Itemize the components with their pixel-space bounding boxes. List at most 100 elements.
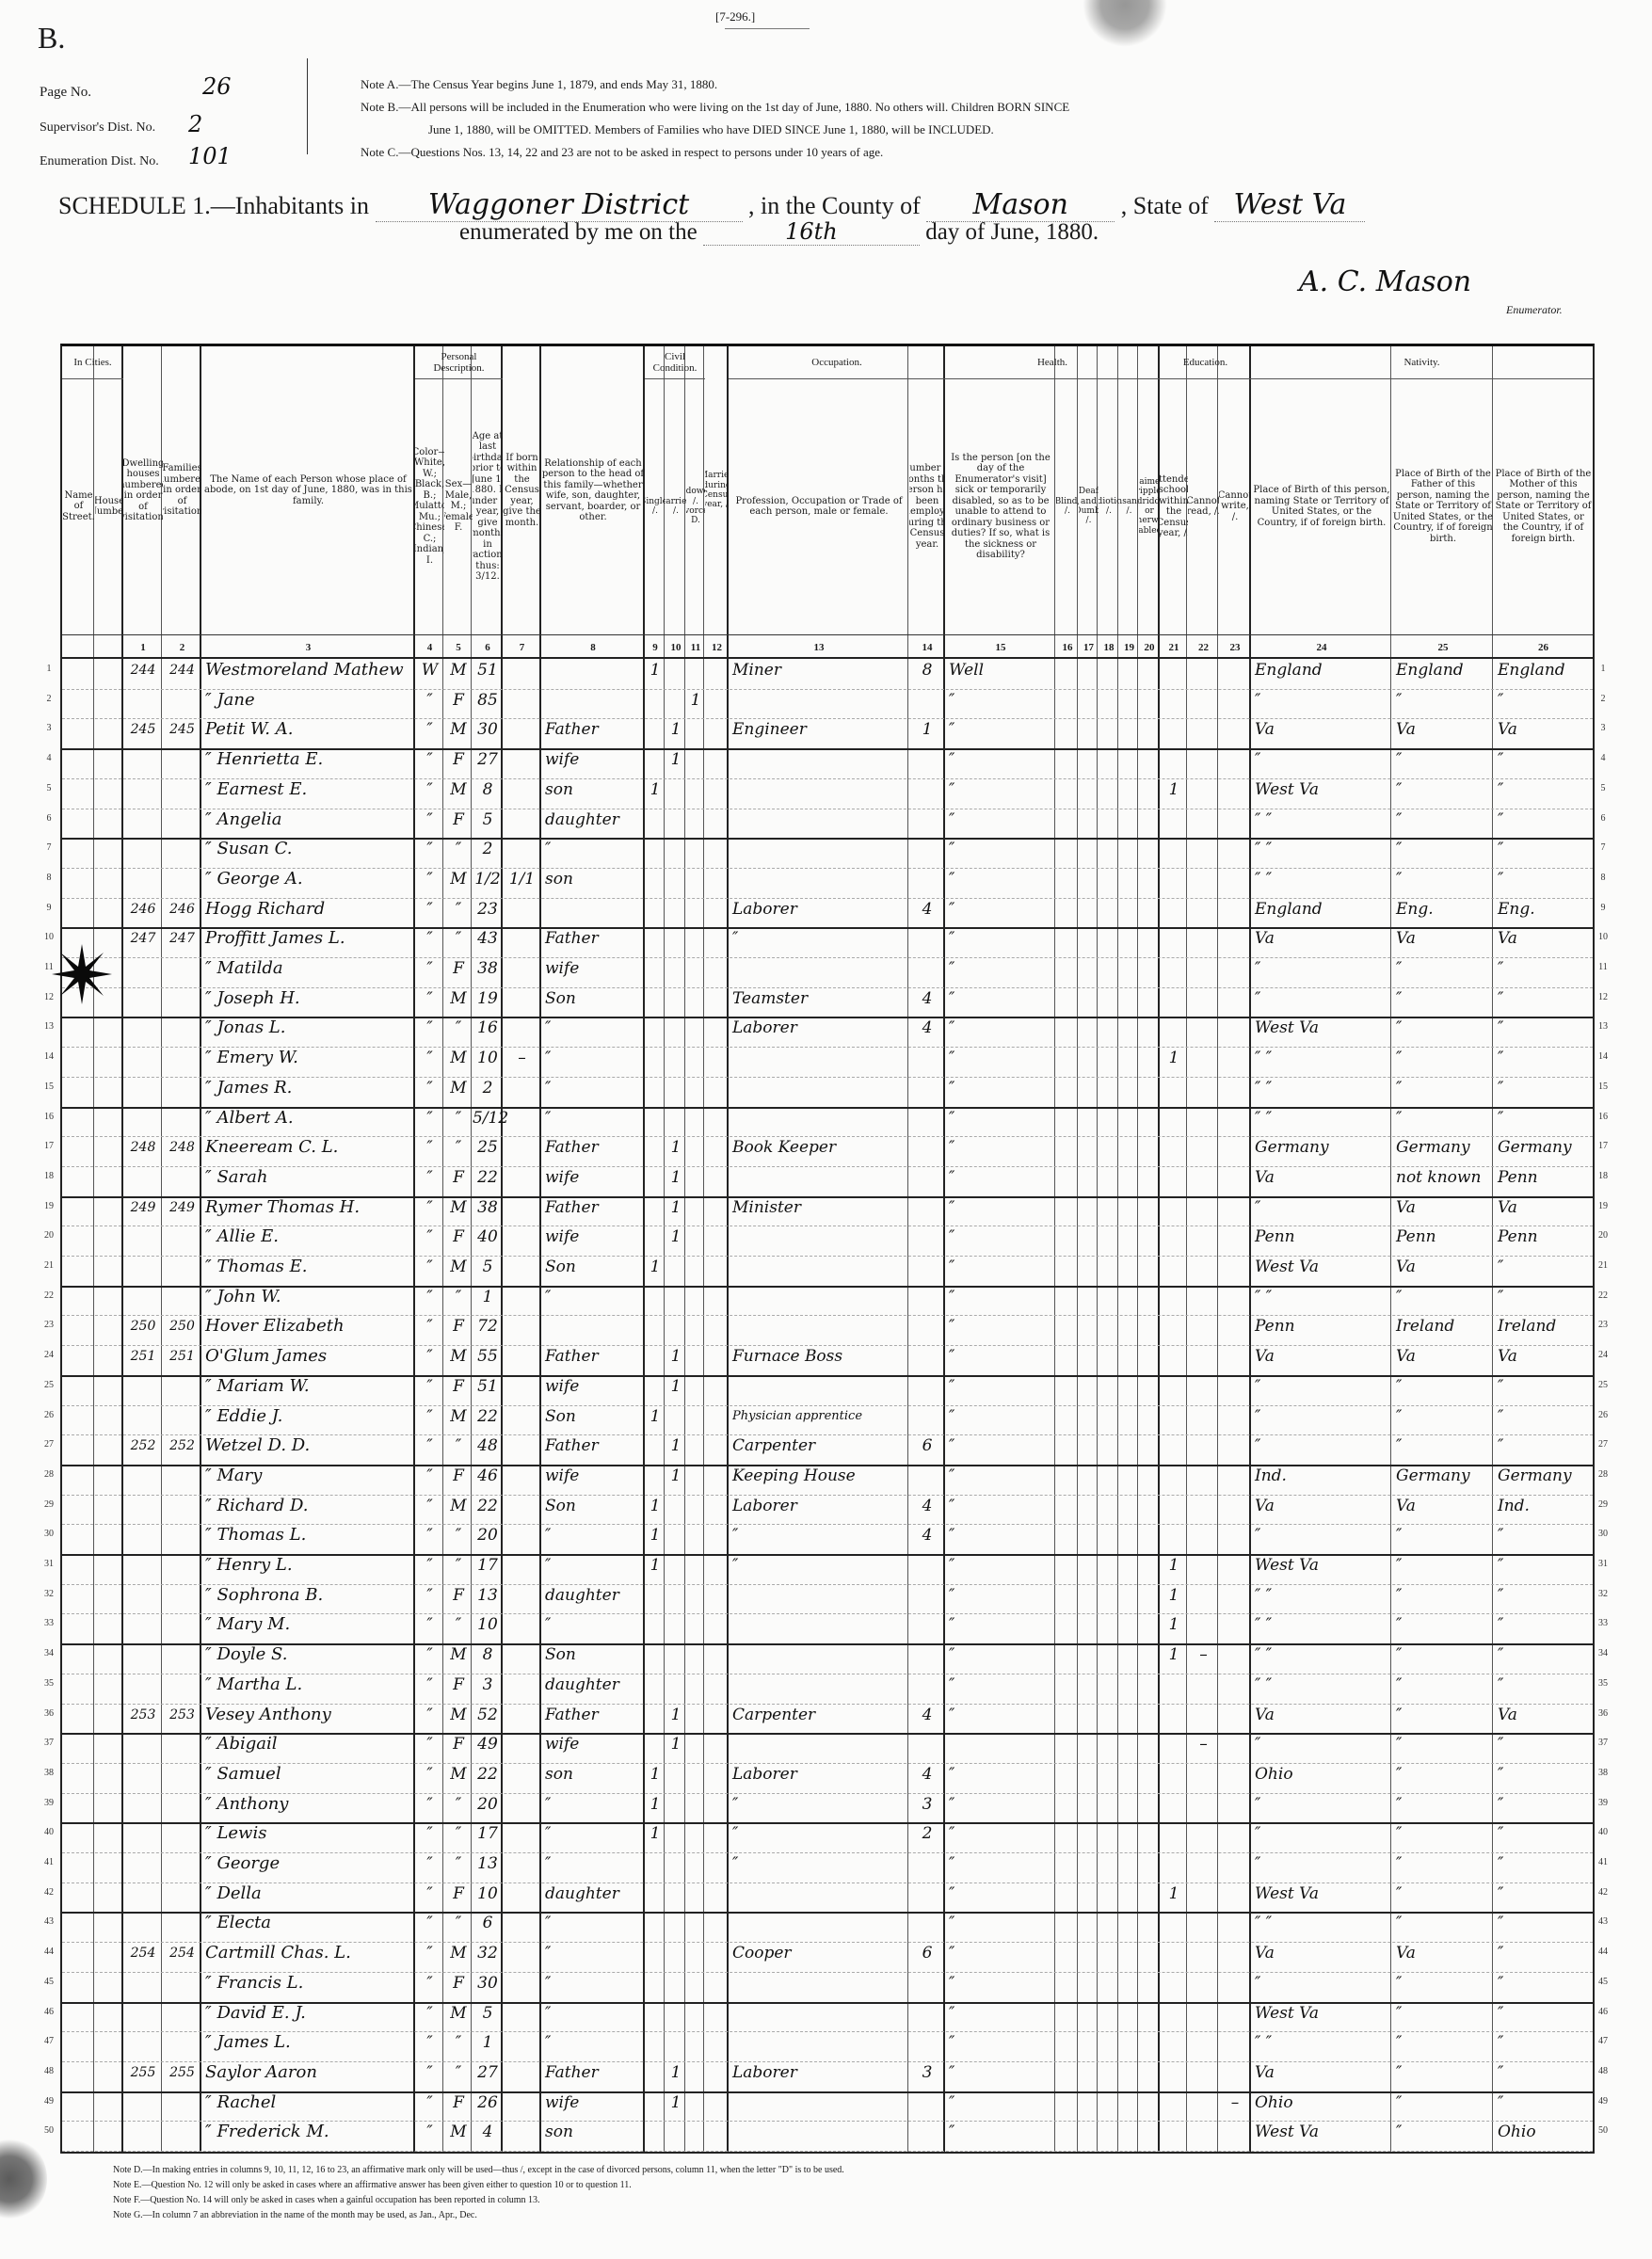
line-number: 48: [1598, 2065, 1608, 2076]
cell-mb: Eng.: [1498, 899, 1535, 919]
cell-fb: ″: [1396, 1735, 1403, 1754]
column-divider: [643, 346, 645, 2152]
cell-r: daughter: [545, 1883, 619, 1903]
cell-f: 248: [169, 1140, 195, 1156]
line-number: 45: [44, 1976, 54, 1987]
cell-a: 4: [482, 2123, 493, 2142]
line-number: 40: [44, 1827, 54, 1838]
cell-s: M: [450, 1705, 467, 1724]
cell-c: ″: [426, 1406, 433, 1426]
cell-fb: England: [1396, 661, 1464, 680]
cell-mb: ″: [1498, 1436, 1504, 1456]
cell-fb: ″: [1396, 1526, 1403, 1546]
table-row: ″ Francis L. ″ F 30 ″ ″ ″ ″ ″: [62, 1972, 1593, 2002]
cell-c: ″: [426, 840, 433, 859]
cell-s: ″: [455, 1914, 462, 1933]
enumeration-dist-value: 101: [188, 143, 232, 169]
cell-mb: Germany: [1498, 1138, 1572, 1158]
column-header: Insane, /.: [1119, 378, 1139, 634]
cell-a: 1: [482, 2033, 493, 2053]
cell-n: ″ Henrietta E.: [205, 749, 324, 770]
column-header-label: Number of months this person has been un…: [909, 463, 945, 550]
cell-n: ″ George A.: [205, 868, 303, 889]
cell-oc: Teamster: [732, 988, 809, 1008]
cell-a: 8: [482, 1645, 493, 1665]
cell-h: ″: [949, 809, 955, 829]
line-number: 21: [1598, 1260, 1608, 1271]
cell-mb: ″: [1498, 988, 1504, 1008]
line-number: 5: [46, 782, 52, 793]
table-row: ″ Thomas L. ″ ″ 20 ″ 1 ″ 4 ″ ″ ″ ″: [62, 1524, 1593, 1554]
cell-n: ″ Eddie J.: [205, 1405, 283, 1426]
cell-s: ″: [455, 1794, 462, 1814]
cell-s: ″: [455, 1526, 462, 1546]
cell-n: ″ James R.: [205, 1077, 293, 1097]
cell-r: Father: [545, 2062, 599, 2082]
cell-mb: ″: [1498, 1556, 1504, 1575]
cell-cw: –: [1230, 2092, 1240, 2112]
line-number: 19: [44, 1200, 54, 1211]
table-row: ″ Mary ″ F 46 wife 1 Keeping House ″ Ind. Germany…: [62, 1465, 1593, 1495]
cell-a: 8: [482, 779, 493, 799]
column-header: Age at last birthday prior to June 1, 18…: [473, 378, 503, 634]
cell-d: 252: [130, 1438, 156, 1454]
line-number: 12: [44, 991, 54, 1002]
cell-s: ″: [455, 1287, 462, 1306]
table-row: 248 248 Kneeream C. L. ″ ″ 25 Father 1 Book Keep…: [62, 1136, 1593, 1166]
column-header: Place of Birth of this person, naming St…: [1251, 378, 1392, 634]
line-number: 25: [44, 1379, 54, 1390]
row-divider: [62, 2060, 1593, 2062]
column-divider: [943, 346, 945, 2152]
cell-n: ″ Frederick M.: [205, 2122, 329, 2142]
column-header: Married during Census year, /.: [705, 346, 729, 634]
cell-c: ″: [426, 1436, 433, 1456]
cell-a: 5: [482, 809, 493, 829]
cell-mb: Penn: [1498, 1227, 1538, 1247]
cell-c: ″: [426, 1347, 433, 1367]
cell-h: ″: [949, 1227, 955, 1247]
cell-sg: 1: [650, 779, 661, 799]
cell-h: ″: [949, 1167, 955, 1187]
cell-r: Son: [545, 988, 576, 1008]
cell-h: ″: [949, 1436, 955, 1456]
cell-fb: Va: [1396, 720, 1416, 740]
cell-s: ″: [455, 1436, 462, 1456]
paper-stain: [1083, 0, 1167, 47]
cell-a: 51: [477, 1376, 498, 1396]
cell-fb: Va: [1396, 1197, 1416, 1217]
cell-oc: Carpenter: [732, 1436, 816, 1456]
cell-mb: ″: [1498, 1376, 1504, 1396]
cell-un: 8: [922, 661, 933, 680]
cell-a: 19: [477, 988, 498, 1008]
cell-a: 2: [482, 1078, 493, 1097]
cell-fb: ″: [1396, 1705, 1403, 1724]
cell-f: 247: [169, 931, 195, 947]
line-number: 25: [1598, 1379, 1608, 1390]
cell-fb: ″: [1396, 1018, 1403, 1038]
cell-mb: ″: [1498, 2003, 1504, 2023]
cell-oc: Miner: [732, 661, 781, 680]
cell-s: ″: [455, 1854, 462, 1873]
cell-c: ″: [426, 779, 433, 799]
line-number: 39: [1598, 1797, 1608, 1808]
cell-s: M: [450, 1258, 467, 1276]
cell-r: Son: [545, 1645, 576, 1665]
cell-sg: 1: [650, 1556, 661, 1575]
table-row: ″ James R. ″ M 2 ″ ″ ″ ″ ″ ″: [62, 1077, 1593, 1107]
month-year-label: day of June, 1880.: [925, 219, 1099, 245]
cell-un: 4: [922, 1526, 933, 1546]
column-header-label: Maimed, Crippled, Bedridden, or otherwis…: [1139, 476, 1160, 536]
cell-b: ″: [1255, 1794, 1261, 1814]
cell-n: ″ Joseph H.: [205, 987, 300, 1008]
line-number: 41: [1598, 1857, 1608, 1867]
cell-r: son: [545, 2123, 573, 2142]
cell-b: Va: [1255, 720, 1275, 740]
cell-b: ″: [1255, 1436, 1261, 1456]
cell-h: ″: [949, 988, 955, 1008]
cell-h: ″: [949, 1615, 955, 1635]
cell-h: ″: [949, 1049, 955, 1068]
cell-fb: Va: [1396, 1258, 1416, 1276]
brace: [299, 58, 308, 154]
column-divider: [161, 346, 162, 2152]
row-divider: [62, 1106, 1593, 1109]
